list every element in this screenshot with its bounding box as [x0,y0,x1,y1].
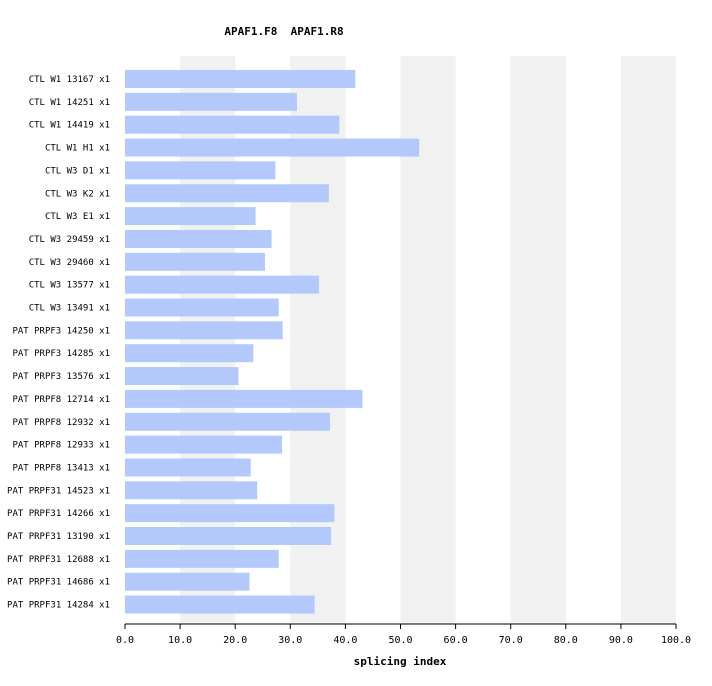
x-axis-label: splicing index [354,655,447,668]
category-label: CTL W3 D1 x1 [45,166,110,176]
category-label: CTL W3 E1 x1 [45,212,110,222]
category-label: PAT PRPF31 14523 x1 [7,486,110,496]
bar [125,435,283,454]
category-label: PAT PRPF31 14266 x1 [7,509,110,519]
category-label: CTL W3 29459 x1 [29,235,110,245]
x-tick-label: 0.0 [116,635,134,646]
category-label: PAT PRPF31 13190 x1 [7,532,110,542]
category-label: PAT PRPF31 12688 x1 [7,555,110,565]
category-labels: CTL W1 13167 x1 CTL W1 14251 x1 CTL W1 144… [7,75,110,611]
bar [125,229,272,248]
x-tick-label: 20.0 [223,635,247,646]
bar [125,298,279,317]
bar [125,527,332,545]
chart-title: APAF1.F8 APAF1.R8 [224,25,343,38]
bar [125,595,315,614]
x-tick-label: 90.0 [609,635,633,646]
category-label: PAT PRPF8 13413 x1 [12,463,110,473]
x-tick-label: 60.0 [444,635,468,646]
bar [125,458,251,477]
bar [125,275,319,294]
x-axis-ticks: 0.0 10.0 20.0 30.0 40.0 50.0 60.0 70.0 80.0 90.0 1… [116,624,691,646]
category-label: CTL W1 14419 x1 [29,121,110,131]
bar [125,138,420,157]
category-label: PAT PRPF3 13576 x1 [12,372,110,382]
bar [125,321,283,340]
x-tick-label: 40.0 [333,635,357,646]
bar [125,161,276,180]
bar [125,367,239,386]
x-tick-label: 30.0 [278,635,302,646]
bar [125,115,340,134]
bar [125,184,329,203]
category-label: CTL W3 K2 x1 [45,189,110,199]
bar [125,70,356,88]
bar [125,412,330,431]
x-tick-label: 100.0 [661,635,691,646]
category-label: PAT PRPF8 12933 x1 [12,441,110,451]
category-label: PAT PRPF8 12714 x1 [12,395,110,405]
grid-band [620,56,676,624]
bar [125,207,256,226]
x-tick-label: 50.0 [388,635,412,646]
bar [125,252,265,271]
bar [125,389,363,408]
category-label: CTL W1 14251 x1 [29,98,110,108]
category-label: CTL W3 13577 x1 [29,281,110,291]
x-tick-label: 70.0 [499,635,523,646]
category-label: CTL W1 H1 x1 [45,144,110,154]
category-label: PAT PRPF8 12932 x1 [12,418,110,428]
bar [125,481,258,500]
bar [125,549,279,568]
bars [125,70,420,614]
x-tick-label: 80.0 [554,635,578,646]
bar [125,504,335,523]
bar [125,572,250,591]
category-label: CTL W3 29460 x1 [29,258,110,268]
category-label: CTL W3 13491 x1 [29,304,110,314]
category-label: PAT PRPF31 14284 x1 [7,601,110,611]
x-tick-label: 10.0 [168,635,192,646]
grid-band [510,56,566,624]
bar [125,344,254,363]
bar [125,92,297,111]
category-label: PAT PRPF3 14250 x1 [12,326,110,336]
category-label: PAT PRPF31 14686 x1 [7,578,110,588]
category-label: PAT PRPF3 14285 x1 [12,349,110,359]
category-label: CTL W1 13167 x1 [29,75,110,85]
